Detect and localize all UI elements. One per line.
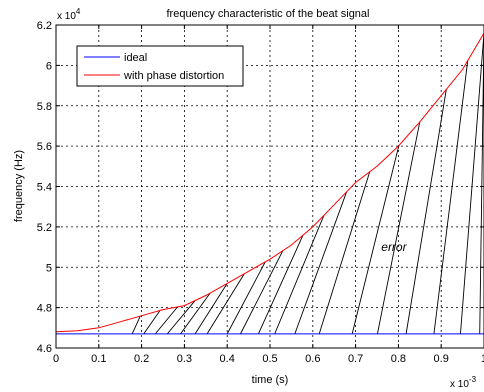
x-tick-label: 0.6 [305, 353, 320, 365]
error-line [131, 315, 141, 335]
error-line [294, 191, 348, 335]
y-tick-label: 5 [46, 262, 52, 274]
x-tick-label: 0.5 [262, 353, 277, 365]
error-line [226, 261, 266, 335]
y-tick-label: 6.2 [37, 20, 52, 32]
error-line [376, 121, 421, 334]
error-line [479, 33, 484, 334]
series-lines [55, 32, 484, 335]
ticks [55, 24, 484, 349]
y-tick-label: 5.8 [37, 101, 52, 113]
chart-title: frequency characteristic of the beat sig… [166, 8, 369, 20]
x-tick-label: 0.3 [177, 353, 192, 365]
x-exponent-label: x 10-3 [450, 375, 477, 390]
y-tick-labels: 4.6 4.8 5 5.2 5.4 5.6 5.8 6 6.2 [37, 20, 52, 355]
error-line [143, 310, 161, 335]
error-line [405, 89, 447, 334]
y-exponent-power: 4 [76, 7, 81, 16]
legend-label-ideal: ideal [124, 52, 147, 64]
x-tick-label: 1 [481, 353, 484, 365]
x-exponent-base: x 10 [450, 379, 469, 390]
x-tick-label: 0.7 [348, 353, 363, 365]
error-line [351, 145, 400, 334]
legend-box [76, 45, 244, 87]
series-line-phase-distortion [55, 32, 484, 333]
error-line [318, 171, 371, 335]
error-line [154, 306, 178, 335]
error-line [433, 60, 469, 334]
y-exponent-label: x 104 [57, 7, 81, 22]
error-line [166, 300, 196, 335]
annotation-error: error [381, 240, 407, 254]
y-tick-label: 5.2 [37, 222, 52, 234]
error-line [180, 292, 211, 335]
error-lines [131, 33, 484, 335]
y-exponent-base: x 10 [57, 11, 76, 22]
x-tick-label: 0 [53, 353, 59, 365]
error-line [240, 250, 284, 335]
x-tick-label: 0.2 [134, 353, 149, 365]
error-line [258, 235, 304, 335]
x-exponent-power: -3 [469, 375, 477, 384]
y-tick-label: 4.6 [37, 343, 52, 355]
x-tick-labels: 0 0.1 0.2 0.3 0.4 0.5 0.6 0.7 0.8 0.9 1 [53, 353, 484, 365]
error-line [194, 283, 228, 335]
y-axis-label: frequency (Hz) [13, 150, 25, 222]
x-tick-label: 0.1 [91, 353, 106, 365]
y-tick-label: 6 [46, 60, 52, 72]
y-tick-label: 5.6 [37, 141, 52, 153]
x-axis-label: time (s) [252, 374, 289, 386]
y-tick-label: 4.8 [37, 303, 52, 315]
legend: ideal with phase distortion [76, 45, 244, 87]
x-tick-label: 0.9 [434, 353, 449, 365]
error-line [274, 215, 325, 335]
legend-label-phase-distortion: with phase distortion [123, 70, 224, 82]
error-line [206, 273, 245, 335]
error-line [460, 33, 484, 334]
y-tick-label: 5.4 [37, 182, 52, 194]
x-tick-label: 0.8 [391, 353, 406, 365]
x-tick-label: 0.4 [220, 353, 235, 365]
